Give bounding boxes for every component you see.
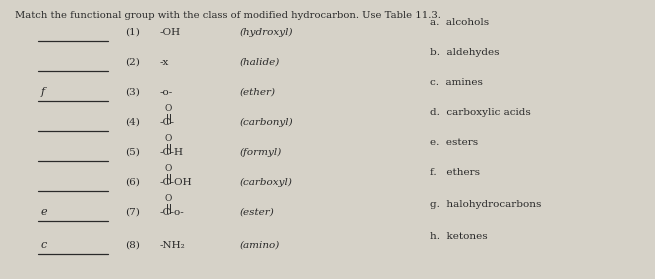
Text: -C-o-: -C-o- — [160, 208, 185, 217]
Text: g.  halohydrocarbons: g. halohydrocarbons — [430, 200, 542, 209]
Text: O: O — [164, 194, 172, 203]
Text: (4): (4) — [125, 118, 140, 127]
Text: e: e — [41, 207, 48, 217]
Text: h.  ketones: h. ketones — [430, 232, 487, 241]
Text: -C-: -C- — [160, 118, 175, 127]
Text: O: O — [164, 134, 172, 143]
Text: b.  aldehydes: b. aldehydes — [430, 48, 500, 57]
Text: -o-: -o- — [160, 88, 174, 97]
Text: (carboxyl): (carboxyl) — [240, 178, 293, 187]
Text: c: c — [41, 240, 47, 250]
Text: d.  carboxylic acids: d. carboxylic acids — [430, 108, 531, 117]
Text: (7): (7) — [125, 208, 140, 217]
Text: (halide): (halide) — [240, 58, 280, 67]
Text: c.  amines: c. amines — [430, 78, 483, 87]
Text: O: O — [164, 164, 172, 173]
Text: (3): (3) — [125, 88, 140, 97]
Text: O: O — [164, 104, 172, 113]
Text: (ester): (ester) — [240, 208, 274, 217]
Text: -OH: -OH — [160, 28, 181, 37]
Text: f.   ethers: f. ethers — [430, 168, 480, 177]
Text: f: f — [41, 87, 45, 97]
Text: (6): (6) — [125, 178, 140, 187]
Text: (8): (8) — [125, 241, 140, 250]
Text: -C-H: -C-H — [160, 148, 184, 157]
Text: (amino): (amino) — [240, 241, 280, 250]
Text: (1): (1) — [125, 28, 140, 37]
Text: (ether): (ether) — [240, 88, 276, 97]
Text: (formyl): (formyl) — [240, 148, 282, 157]
Text: e.  esters: e. esters — [430, 138, 478, 147]
Text: (5): (5) — [125, 148, 140, 157]
Text: -C-OH: -C-OH — [160, 178, 193, 187]
Text: (2): (2) — [125, 58, 140, 67]
Text: a.  alcohols: a. alcohols — [430, 18, 489, 27]
Text: -x: -x — [160, 58, 170, 67]
Text: -NH₂: -NH₂ — [160, 241, 186, 250]
Text: Match the functional group with the class of modified hydrocarbon. Use Table 11.: Match the functional group with the clas… — [15, 11, 441, 20]
Text: (hydroxyl): (hydroxyl) — [240, 28, 293, 37]
Text: (carbonyl): (carbonyl) — [240, 118, 293, 127]
